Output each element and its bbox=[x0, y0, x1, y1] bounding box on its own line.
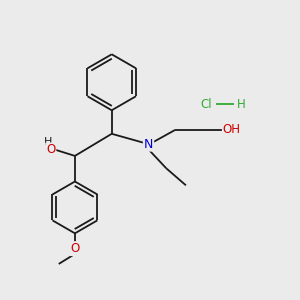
Text: O: O bbox=[70, 242, 80, 255]
Text: OH: OH bbox=[223, 124, 241, 136]
Text: H: H bbox=[237, 98, 246, 111]
Text: H: H bbox=[44, 137, 52, 147]
Text: O: O bbox=[46, 143, 56, 157]
Text: N: N bbox=[144, 138, 153, 151]
Text: Cl: Cl bbox=[200, 98, 212, 111]
